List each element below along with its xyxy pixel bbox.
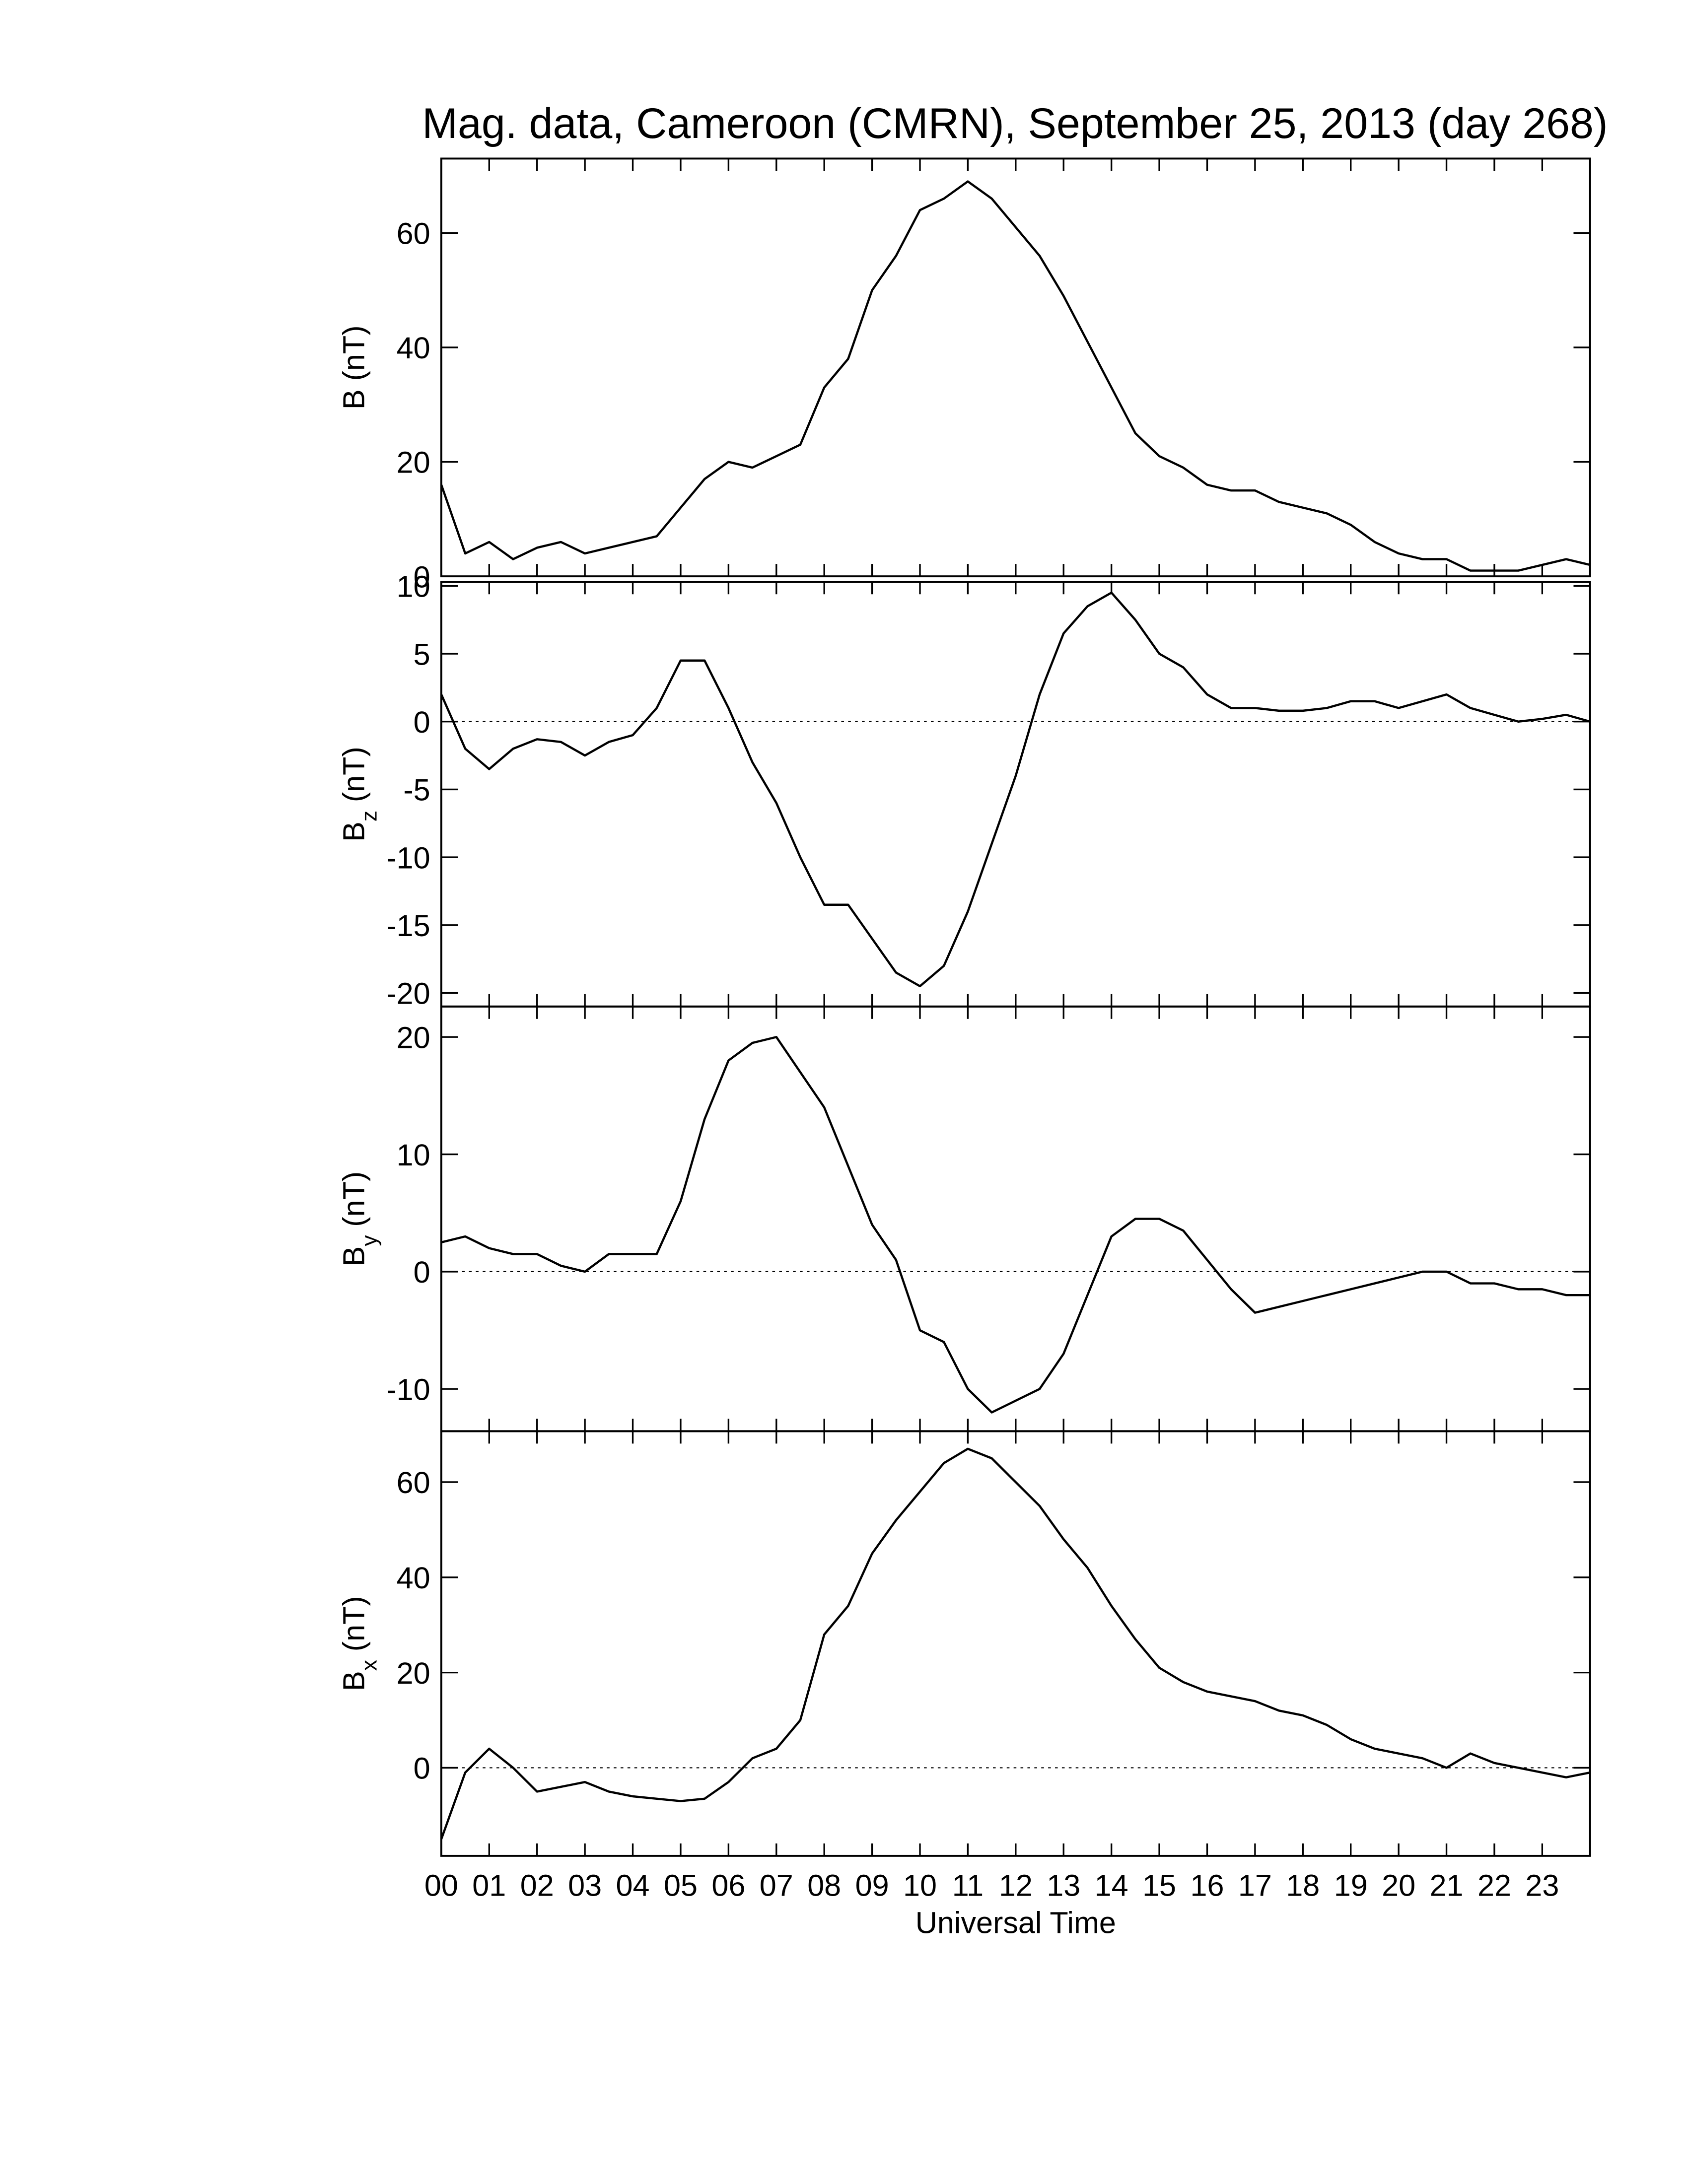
y-tick-label: 20 xyxy=(397,1656,430,1690)
x-tick-label: 17 xyxy=(1238,1868,1272,1902)
y-tick-label: 20 xyxy=(397,446,430,479)
y-tick-label: 40 xyxy=(397,1561,430,1595)
data-line xyxy=(440,180,1591,572)
x-tick-label: 15 xyxy=(1142,1868,1176,1902)
data-line xyxy=(440,591,1591,987)
y-axis-label: B (nT) xyxy=(337,325,370,410)
panel-frame xyxy=(440,1005,1591,1433)
x-tick-label: 10 xyxy=(903,1868,937,1902)
x-tick-label: 20 xyxy=(1382,1868,1415,1902)
x-tick-label: 04 xyxy=(616,1868,650,1902)
y-tick-label: -5 xyxy=(403,773,430,807)
y-tick-label: 10 xyxy=(397,570,430,604)
x-tick-label: 16 xyxy=(1190,1868,1224,1902)
y-tick-label: -15 xyxy=(386,909,430,943)
y-axis-label-subscript: y xyxy=(357,1235,381,1246)
y-tick-label: 20 xyxy=(397,1021,430,1054)
x-tick-label: 02 xyxy=(520,1868,554,1902)
panel-frame xyxy=(440,581,1591,1008)
y-tick-label: 0 xyxy=(414,705,430,739)
y-tick-label: 5 xyxy=(414,637,430,671)
x-tick-label: 14 xyxy=(1095,1868,1128,1902)
x-tick-label: 21 xyxy=(1430,1868,1464,1902)
x-tick-label: 19 xyxy=(1334,1868,1368,1902)
y-tick-label: -10 xyxy=(386,841,430,875)
y-axis-label: Bz (nT) xyxy=(337,747,381,842)
panel-frame xyxy=(440,157,1591,578)
y-axis-label-unit: (nT) xyxy=(337,1596,370,1651)
y-tick-label: -20 xyxy=(386,977,430,1011)
y-tick-label: -10 xyxy=(386,1372,430,1406)
y-axis-label-main: B xyxy=(337,1671,370,1691)
x-tick-label: 06 xyxy=(711,1868,745,1902)
y-axis-label-main: B (nT) xyxy=(337,325,370,410)
x-tick-label: 00 xyxy=(424,1868,458,1902)
y-tick-label: 60 xyxy=(397,1466,430,1500)
y-axis-label-main: B xyxy=(337,1246,370,1267)
y-axis-label: Bx (nT) xyxy=(337,1596,381,1691)
y-tick-label: 60 xyxy=(397,217,430,251)
x-tick-label: 03 xyxy=(568,1868,602,1902)
y-tick-label: 10 xyxy=(397,1138,430,1172)
y-axis-label-unit: (nT) xyxy=(337,747,370,802)
x-tick-label: 13 xyxy=(1047,1868,1080,1902)
x-tick-label: 01 xyxy=(472,1868,506,1902)
x-tick-label: 22 xyxy=(1477,1868,1511,1902)
y-tick-label: 0 xyxy=(414,560,430,594)
x-tick-label: 23 xyxy=(1525,1868,1559,1902)
x-tick-label: 05 xyxy=(664,1868,698,1902)
y-axis-label: By (nT) xyxy=(337,1171,381,1267)
x-tick-label: 07 xyxy=(760,1868,793,1902)
x-axis-label: Universal Time xyxy=(915,1906,1116,1939)
x-tick-label: 12 xyxy=(999,1868,1033,1902)
y-axis-label-subscript: x xyxy=(357,1660,381,1671)
y-tick-label: 0 xyxy=(414,1752,430,1785)
x-tick-label: 11 xyxy=(952,1868,984,1902)
y-axis-label-main: B xyxy=(337,821,370,842)
data-line xyxy=(440,1447,1591,1840)
chart-title: Mag. data, Cameroon (CMRN), September 25… xyxy=(422,100,1608,147)
y-tick-label: 40 xyxy=(397,331,430,365)
x-tick-label: 08 xyxy=(807,1868,841,1902)
data-line xyxy=(441,1036,1590,1414)
x-tick-label: 18 xyxy=(1286,1868,1320,1902)
x-tick-label: 09 xyxy=(855,1868,889,1902)
y-axis-label-subscript: z xyxy=(357,811,381,821)
y-tick-label: 0 xyxy=(414,1255,430,1289)
y-axis-label-unit: (nT) xyxy=(337,1171,370,1227)
